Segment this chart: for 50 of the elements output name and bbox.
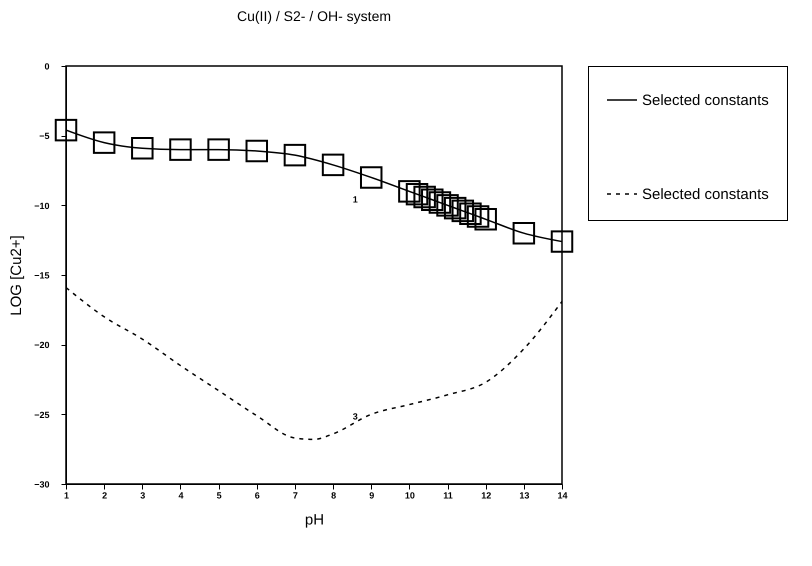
y-tick-label: −20 <box>34 340 50 350</box>
y-tick-label: −30 <box>34 480 50 490</box>
x-tick-label: 3 <box>140 490 146 500</box>
point <box>474 208 497 231</box>
y-tick-label: −25 <box>34 410 50 420</box>
x-tick-label: 11 <box>443 490 453 500</box>
point <box>406 182 428 206</box>
point <box>452 200 474 222</box>
y-tick-label: 0 <box>44 62 50 72</box>
point <box>512 222 536 244</box>
point <box>322 154 344 176</box>
point <box>550 230 574 253</box>
point <box>459 202 482 225</box>
x-tick-label: 13 <box>519 490 530 500</box>
point <box>421 188 444 212</box>
y-tick-label: −5 <box>39 131 50 142</box>
x-tick-label: 8 <box>331 490 336 500</box>
point <box>207 138 230 161</box>
point <box>444 196 466 220</box>
x-tick-label: 7 <box>292 490 298 500</box>
point <box>466 205 490 228</box>
x-tick-label: 9 <box>369 490 374 500</box>
x-tick-label: 12 <box>481 490 492 500</box>
legend-label: Selected constants <box>642 186 769 203</box>
y-axis-title: LOG [Cu2+] <box>8 235 26 316</box>
y-tick-label: −10 <box>34 200 50 211</box>
x-tick-label: 6 <box>254 490 260 500</box>
point <box>428 191 452 214</box>
y-tick-label: −15 <box>34 270 50 280</box>
point <box>131 136 154 160</box>
x-tick-label: 10 <box>404 490 415 500</box>
x-axis-title: pH <box>304 512 324 528</box>
x-tick-label: 2 <box>102 490 108 500</box>
legend-label: Selected constants <box>642 92 769 109</box>
point <box>436 194 459 217</box>
point <box>169 138 192 161</box>
annotation: 1 <box>352 194 358 204</box>
chart-title: Cu(II) / S2- / OH- system <box>236 8 392 24</box>
point <box>398 180 421 203</box>
x-tick-label: 5 <box>216 490 222 500</box>
point <box>360 166 382 189</box>
annotation: 3 <box>352 411 358 422</box>
x-tick-label: 1 <box>64 490 70 500</box>
point <box>54 118 78 142</box>
point <box>92 131 116 154</box>
point <box>413 186 436 208</box>
point <box>284 144 306 166</box>
point <box>246 140 268 162</box>
x-tick-label: 14 <box>557 490 568 500</box>
x-tick-label: 4 <box>178 490 184 500</box>
